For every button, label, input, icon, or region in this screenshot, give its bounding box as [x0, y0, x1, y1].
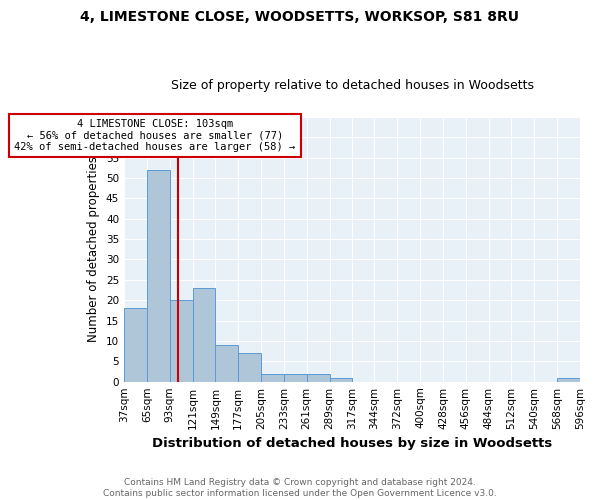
Bar: [170, 300, 193, 382]
Text: 4, LIMESTONE CLOSE, WOODSETTS, WORKSOP, S81 8RU: 4, LIMESTONE CLOSE, WOODSETTS, WORKSOP, …: [80, 10, 520, 24]
Bar: [147, 170, 170, 382]
Bar: [307, 374, 329, 382]
Title: Size of property relative to detached houses in Woodsetts: Size of property relative to detached ho…: [170, 79, 533, 92]
Text: Contains HM Land Registry data © Crown copyright and database right 2024.
Contai: Contains HM Land Registry data © Crown c…: [103, 478, 497, 498]
Text: 4 LIMESTONE CLOSE: 103sqm
← 56% of detached houses are smaller (77)
42% of semi-: 4 LIMESTONE CLOSE: 103sqm ← 56% of detac…: [14, 119, 296, 152]
Bar: [284, 374, 307, 382]
Bar: [329, 378, 352, 382]
X-axis label: Distribution of detached houses by size in Woodsetts: Distribution of detached houses by size …: [152, 437, 552, 450]
Bar: [557, 378, 580, 382]
Bar: [193, 288, 215, 382]
Bar: [261, 374, 284, 382]
Bar: [124, 308, 147, 382]
Bar: [215, 345, 238, 382]
Y-axis label: Number of detached properties: Number of detached properties: [88, 156, 100, 342]
Bar: [238, 353, 261, 382]
